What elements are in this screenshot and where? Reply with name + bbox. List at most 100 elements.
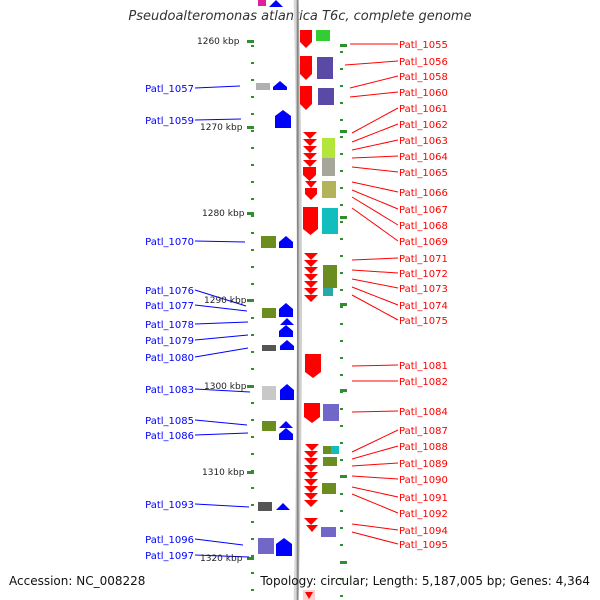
reverse-gene-arrow [273, 81, 287, 90]
gene-feature-box [258, 502, 272, 511]
forward-gene-arrow [303, 146, 317, 153]
scale-tick [251, 96, 254, 98]
accession-label: Accession: NC_008228 [9, 574, 146, 588]
scale-tick [251, 130, 254, 132]
scale-tick [340, 306, 343, 308]
scale-label: 1280 kbp [202, 209, 245, 219]
reverse-gene-arrow [279, 325, 293, 337]
forward-gene-arrow [305, 592, 313, 599]
gene-label-right: Patl_1088 [399, 442, 448, 453]
gene-label-leader [351, 286, 399, 306]
scale-tick [251, 198, 254, 200]
scale-tick [251, 62, 254, 64]
scale-tick [251, 589, 254, 591]
gene-label-right: Patl_1094 [399, 526, 448, 537]
gene-label-right: Patl_1081 [399, 361, 448, 372]
reverse-gene-arrow [269, 0, 283, 7]
gene-feature-box [262, 308, 276, 318]
reverse-gene-arrow [280, 340, 294, 350]
scale-major-tick [247, 557, 254, 560]
scale-tick [251, 283, 254, 285]
forward-gene-arrow [304, 500, 318, 507]
scale-tick [340, 119, 343, 121]
reverse-gene-arrow [276, 538, 292, 556]
reverse-gene-arrow [275, 110, 291, 128]
gene-feature-box [323, 404, 339, 421]
scale-tick [340, 170, 343, 172]
forward-gene-arrow [304, 260, 318, 267]
forward-gene-arrow [305, 188, 317, 200]
scale-tick [340, 221, 343, 223]
gene-label-right: Patl_1072 [399, 269, 448, 280]
forward-gene-arrow [303, 153, 317, 160]
scale-tick [251, 113, 254, 115]
scale-tick [340, 323, 343, 325]
gene-label-leader [351, 531, 399, 545]
gene-label-right: Patl_1073 [399, 284, 448, 295]
gene-label-leader [351, 475, 399, 480]
gene-label-leader [351, 189, 399, 210]
scale-major-tick [340, 475, 347, 478]
scale-tick [340, 527, 343, 529]
gene-feature-box [322, 483, 336, 494]
gene-label-right: Patl_1060 [399, 88, 448, 99]
gene-feature-box [322, 181, 336, 198]
gene-label-left: Patl_1079 [145, 336, 194, 347]
gene-feature-box [262, 386, 276, 400]
gene-label-leader [351, 155, 399, 159]
gene-label-leader [194, 304, 248, 312]
gene-label-left: Patl_1093 [145, 500, 194, 511]
gene-feature-box [261, 236, 276, 248]
scale-tick [251, 249, 254, 251]
scale-tick [251, 487, 254, 489]
gene-label-leader [351, 166, 399, 173]
forward-gene-arrow [303, 139, 317, 146]
gene-label-leader [194, 432, 249, 436]
gene-label-right: Patl_1062 [399, 120, 448, 131]
gene-feature-box [256, 83, 270, 90]
gene-label-leader [351, 294, 399, 321]
forward-gene-arrow [303, 132, 317, 139]
reverse-gene-arrow [280, 384, 294, 400]
scale-major-tick [340, 130, 347, 133]
forward-gene-arrow [300, 56, 312, 80]
forward-gene-arrow [300, 86, 312, 110]
scale-tick [340, 68, 343, 70]
scale-tick [340, 85, 343, 87]
scale-tick [251, 79, 254, 81]
gene-label-left: Patl_1078 [145, 320, 194, 331]
scale-tick [340, 578, 343, 580]
gene-feature-box [323, 446, 335, 454]
gene-label-right: Patl_1095 [399, 540, 448, 551]
gene-label-leader [351, 486, 399, 498]
scale-major-tick [247, 471, 254, 474]
scale-major-tick [340, 303, 347, 306]
gene-label-left: Patl_1076 [145, 286, 194, 297]
gene-feature-box [316, 30, 330, 41]
gene-label-left: Patl_1057 [145, 84, 194, 95]
gene-feature-box [322, 158, 335, 176]
scale-tick [340, 289, 343, 291]
genome-backbone [293, 0, 302, 600]
gene-label-leader [194, 503, 250, 508]
reverse-gene-arrow [279, 303, 293, 317]
scale-tick [251, 436, 254, 438]
page-title: Pseudoalteromonas atlantica T6c, complet… [128, 9, 472, 24]
gene-label-leader [194, 538, 244, 546]
gene-label-leader [351, 269, 399, 274]
scale-tick [340, 544, 343, 546]
scale-tick [251, 504, 254, 506]
scale-tick [340, 204, 343, 206]
gene-feature-box [262, 421, 276, 431]
gene-label-right: Patl_1067 [399, 205, 448, 216]
gene-label-right: Patl_1071 [399, 254, 448, 265]
forward-gene-arrow [300, 30, 312, 48]
gene-label-leader [194, 289, 247, 307]
gene-feature-box [323, 288, 333, 296]
scale-tick [251, 232, 254, 234]
gene-label-leader [194, 85, 241, 89]
scale-major-tick [340, 216, 347, 219]
gene-label-leader [351, 107, 399, 134]
gene-label-left: Patl_1086 [145, 431, 194, 442]
